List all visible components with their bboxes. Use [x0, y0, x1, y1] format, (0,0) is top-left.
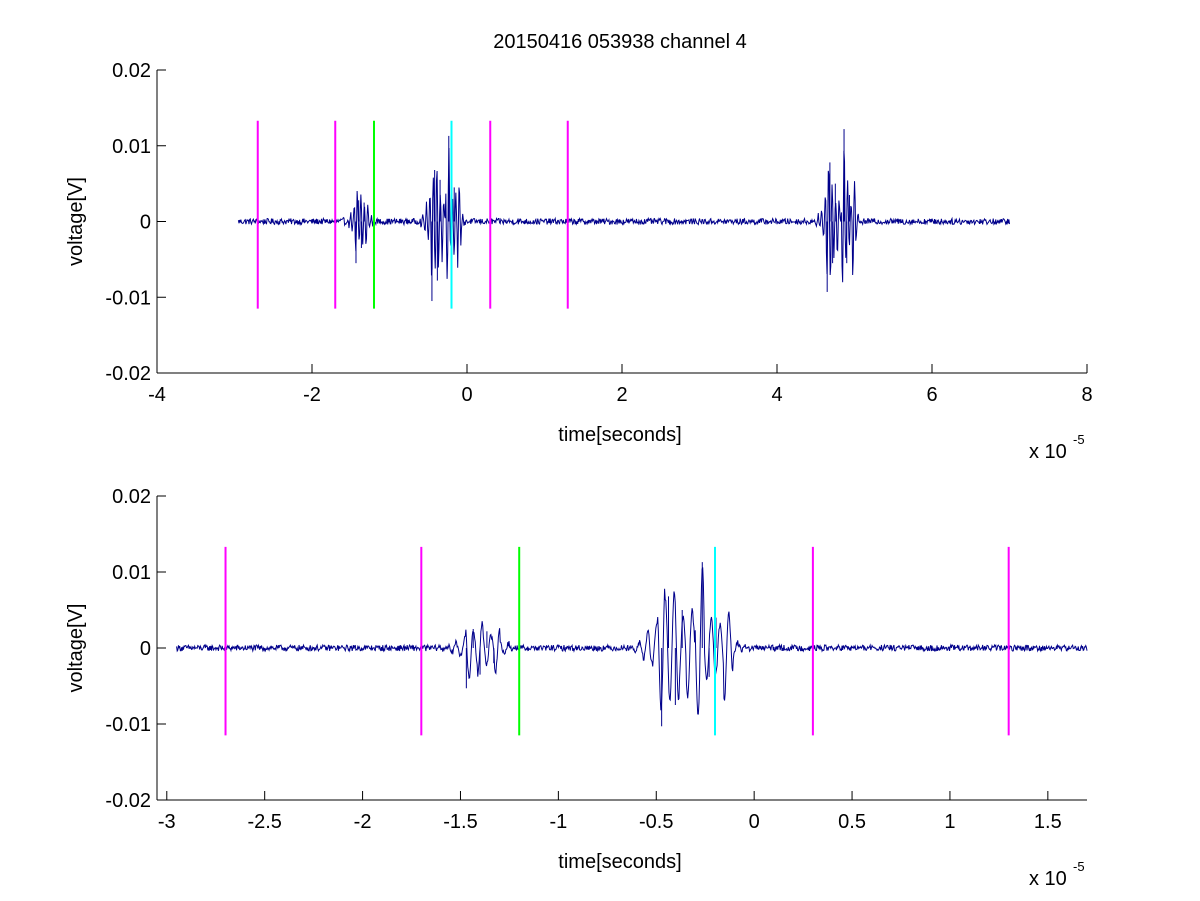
bottom-y-tick-label: -0.02 — [105, 790, 151, 812]
top-y-tick-label: -0.01 — [105, 287, 151, 309]
top-x-axis-label: time[seconds] — [558, 424, 681, 446]
bottom-signal-trace — [176, 567, 1088, 715]
top-x-multiplier: x 10 — [1029, 441, 1067, 463]
top-x-tick-label: 6 — [926, 384, 937, 406]
top-y-tick-label: -0.02 — [105, 363, 151, 385]
bottom-x-tick-label: -2.5 — [247, 811, 281, 833]
bottom-x-tick-label: 0.5 — [838, 811, 866, 833]
figure-title: 20150416 053938 channel 4 — [493, 31, 747, 53]
top-y-tick-label: 0.01 — [112, 136, 151, 158]
top-y-tick-label: 0 — [140, 212, 151, 234]
top-y-tick-label: 0.02 — [112, 60, 151, 82]
top-x-tick-label: 0 — [461, 384, 472, 406]
bottom-y-tick-label: 0.01 — [112, 562, 151, 584]
bottom-y-tick-label: 0.02 — [112, 486, 151, 508]
top-x-tick-label: -2 — [303, 384, 321, 406]
top-x-multiplier-exponent: -5 — [1073, 432, 1085, 447]
bottom-y-axis-label: voltage[V] — [65, 604, 87, 693]
bottom-subplot: -3 -2.5 -2 -1.5 -1 -0.5 0 0.5 1 1.5 -0.02 -0.01 0 0.0… — [65, 486, 1088, 890]
bottom-x-multiplier-exponent: -5 — [1073, 859, 1085, 874]
top-x-tick-label: 2 — [616, 384, 627, 406]
top-x-tick-label: 4 — [771, 384, 782, 406]
bottom-x-tick-label: -3 — [158, 811, 176, 833]
bottom-x-axis-label: time[seconds] — [558, 851, 681, 873]
bottom-x-tick-label: -0.5 — [639, 811, 673, 833]
bottom-x-tick-label: -1.5 — [443, 811, 477, 833]
bottom-x-tick-label: 1.5 — [1034, 811, 1062, 833]
bottom-x-tick-label: 1 — [944, 811, 955, 833]
top-x-tick-label: 8 — [1081, 384, 1092, 406]
bottom-y-tick-label: 0 — [140, 638, 151, 660]
bottom-x-multiplier: x 10 — [1029, 868, 1067, 890]
top-signal-trace — [237, 148, 1010, 283]
bottom-x-tick-label: -1 — [549, 811, 567, 833]
top-subplot: -4 -2 0 2 4 6 8 -0.02 -0.01 0 0.01 0.02 time[seconds… — [65, 60, 1093, 463]
bottom-x-tick-label: 0 — [749, 811, 760, 833]
top-y-axis-label: voltage[V] — [65, 177, 87, 266]
bottom-y-tick-label: -0.01 — [105, 714, 151, 736]
top-x-tick-label: -4 — [148, 384, 166, 406]
bottom-x-tick-label: -2 — [354, 811, 372, 833]
